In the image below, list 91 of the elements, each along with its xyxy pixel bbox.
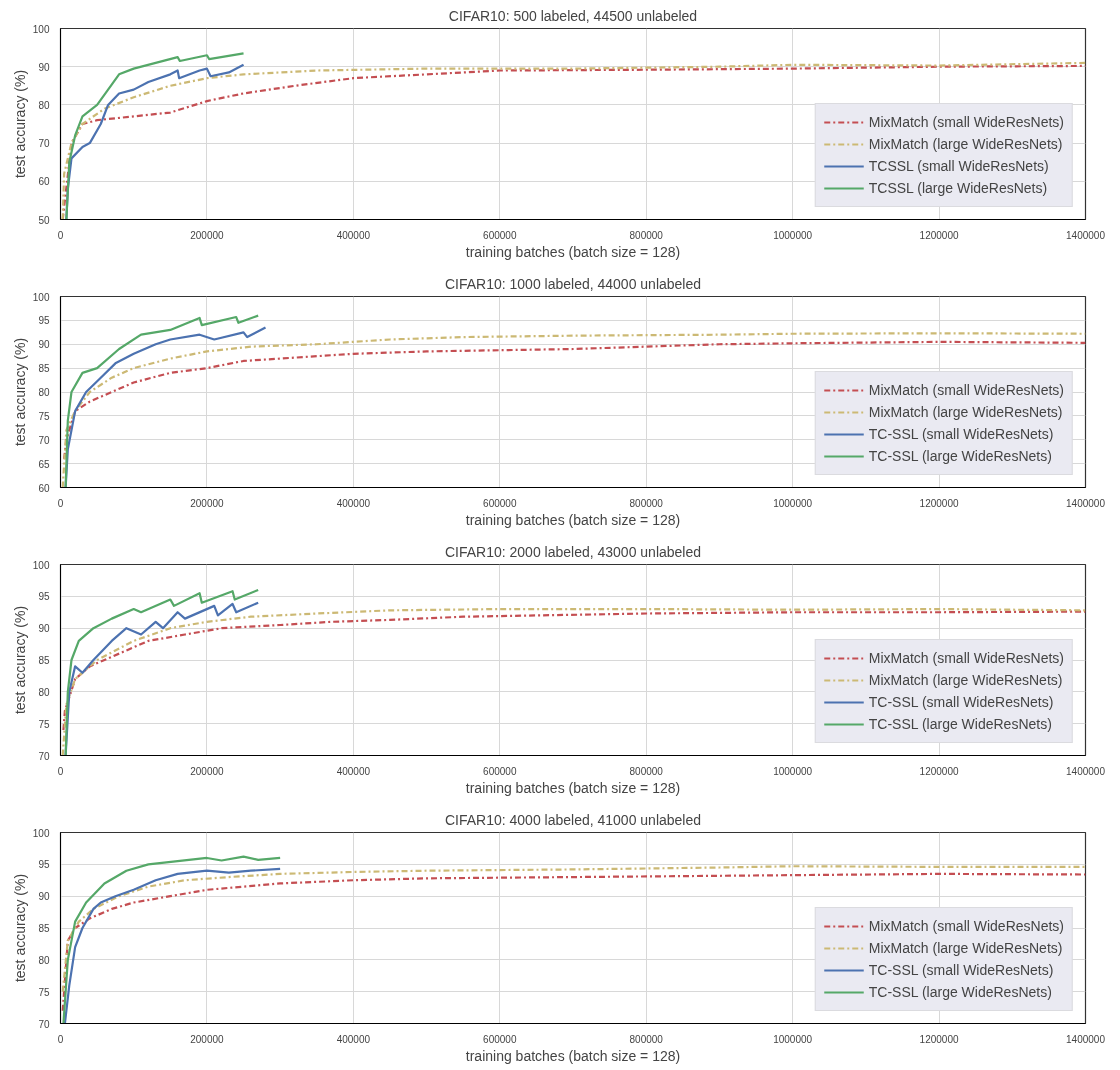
legend-label: MixMatch (small WideResNets): [868, 382, 1064, 398]
y-axis-title: test accuracy (%): [11, 605, 28, 715]
legend-label: MixMatch (small WideResNets): [868, 114, 1064, 130]
legend-label: MixMatch (small WideResNets): [868, 918, 1064, 934]
x-axis-title: training batches (batch size = 128): [465, 243, 681, 260]
x-tick-label: 400000: [336, 1033, 371, 1045]
legend-label: MixMatch (large WideResNets): [868, 136, 1063, 152]
legend-label: TC-SSL (large WideResNets): [868, 716, 1052, 732]
x-tick-label: 1000000: [773, 497, 813, 509]
line-series: [61, 872, 1086, 1012]
x-tick-label: 1200000: [919, 229, 959, 241]
x-tick-label: 200000: [190, 497, 225, 509]
x-tick-label: 800000: [629, 497, 664, 509]
x-tick-label: 0: [57, 765, 64, 777]
x-tick-label: 1000000: [773, 1033, 813, 1045]
x-tick-label: 400000: [336, 765, 371, 777]
x-tick-label: 1000000: [773, 765, 813, 777]
x-tick-label: 1000000: [773, 229, 813, 241]
x-tick-label: 1400000: [1066, 229, 1106, 241]
y-tick-label: 100: [32, 23, 50, 35]
x-tick-label: 1400000: [1066, 497, 1106, 509]
x-axis-title: training batches (batch size = 128): [465, 779, 681, 796]
y-tick-label: 60: [38, 482, 50, 494]
line-series: [62, 610, 1086, 732]
y-tick-label: 70: [38, 434, 50, 446]
legend-label: TC-SSL (large WideResNets): [868, 984, 1052, 1000]
x-tick-label: 1200000: [919, 497, 959, 509]
x-tick-label: 0: [57, 229, 64, 241]
legend-label: MixMatch (small WideResNets): [868, 650, 1064, 666]
y-tick-label: 85: [38, 655, 50, 666]
y-tick-label: 80: [38, 954, 50, 966]
legend-label: TCSSL (small WideResNets): [868, 158, 1049, 174]
y-tick-label: 100: [32, 559, 50, 571]
y-axis-title: test accuracy (%): [11, 69, 28, 179]
x-tick-label: 1200000: [919, 765, 959, 777]
y-tick-label: 95: [38, 859, 50, 871]
y-tick-label: 95: [38, 591, 50, 603]
legend-label: TC-SSL (small WideResNets): [868, 426, 1054, 442]
y-tick-label: 95: [38, 315, 50, 327]
y-tick-label: 85: [38, 923, 50, 934]
y-tick-label: 50: [38, 214, 50, 226]
x-tick-label: 400000: [336, 497, 371, 509]
x-tick-label: 600000: [483, 765, 517, 777]
x-tick-label: 1400000: [1066, 765, 1106, 777]
y-tick-label: 70: [38, 750, 50, 762]
x-axis-title: training batches (batch size = 128): [465, 1047, 681, 1064]
chart-title: CIFAR10: 500 labeled, 44500 unlabeled: [448, 7, 698, 24]
x-tick-label: 800000: [629, 229, 664, 241]
y-tick-label: 80: [38, 99, 50, 111]
y-tick-label: 90: [38, 623, 50, 635]
x-tick-label: 1400000: [1066, 1033, 1106, 1045]
y-tick-label: 70: [38, 1018, 50, 1030]
chart-title: CIFAR10: 4000 labeled, 41000 unlabeled: [444, 811, 702, 828]
y-tick-label: 65: [38, 458, 50, 470]
x-tick-label: 800000: [629, 1033, 664, 1045]
x-tick-label: 1200000: [919, 1033, 959, 1045]
y-tick-label: 80: [38, 686, 50, 698]
y-tick-label: 75: [38, 718, 50, 730]
legend-label: TC-SSL (small WideResNets): [868, 962, 1054, 978]
x-tick-label: 600000: [483, 1033, 517, 1045]
y-tick-label: 100: [32, 291, 50, 303]
y-tick-label: 70: [38, 138, 50, 150]
y-axis-title: test accuracy (%): [11, 873, 28, 983]
x-tick-label: 200000: [190, 765, 225, 777]
legend-label: TCSSL (large WideResNets): [868, 180, 1048, 196]
legend-label: MixMatch (large WideResNets): [868, 404, 1063, 420]
legend-label: MixMatch (large WideResNets): [868, 940, 1063, 956]
legend-label: TC-SSL (large WideResNets): [868, 448, 1052, 464]
y-tick-label: 90: [38, 61, 50, 73]
legend-label: TC-SSL (small WideResNets): [868, 694, 1054, 710]
y-tick-label: 100: [32, 827, 50, 839]
chart-title: CIFAR10: 1000 labeled, 44000 unlabeled: [444, 275, 702, 292]
x-tick-label: 600000: [483, 229, 517, 241]
y-tick-label: 60: [38, 176, 50, 188]
y-tick-label: 75: [38, 986, 50, 998]
x-tick-label: 600000: [483, 497, 517, 509]
y-tick-label: 80: [38, 387, 50, 398]
legend-label: MixMatch (large WideResNets): [868, 672, 1063, 688]
x-tick-label: 200000: [190, 1033, 225, 1045]
y-tick-label: 75: [38, 410, 50, 422]
x-tick-label: 800000: [629, 765, 664, 777]
x-tick-label: 400000: [336, 229, 371, 241]
y-axis-title: test accuracy (%): [11, 337, 28, 447]
x-tick-label: 0: [57, 1033, 64, 1045]
y-tick-label: 85: [38, 363, 50, 375]
y-tick-label: 90: [38, 891, 50, 903]
x-axis-title: training batches (batch size = 128): [465, 511, 681, 528]
x-tick-label: 0: [57, 497, 64, 509]
chart-title: CIFAR10: 2000 labeled, 43000 unlabeled: [444, 543, 702, 560]
y-tick-label: 90: [38, 339, 50, 351]
x-tick-label: 200000: [190, 229, 225, 241]
